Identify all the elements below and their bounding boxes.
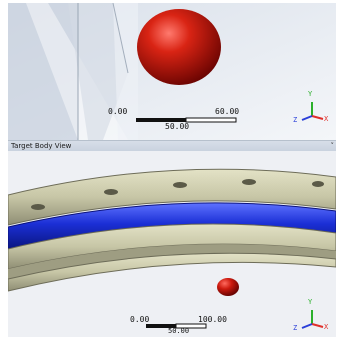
scale-bar-black	[146, 324, 176, 328]
bolt-hole	[31, 204, 45, 210]
triad-x-axis	[311, 323, 324, 328]
bottom-scene	[8, 151, 336, 337]
geometry-face	[68, 3, 128, 140]
triad-x-label: X	[324, 115, 329, 123]
scale-bar	[136, 117, 237, 123]
triad-z-label: Z	[293, 324, 298, 332]
top-graphics-viewport[interactable]: 0.00 60.00 50.00 Y X Z	[8, 3, 336, 140]
geometry-edge	[112, 3, 129, 74]
scale-bar-white	[185, 117, 237, 123]
axis-triad	[301, 102, 324, 121]
scale-right-label: 100.00	[198, 315, 227, 324]
view-menu-icon[interactable]: ˅	[330, 142, 335, 150]
bolt-hole	[104, 189, 118, 195]
ring-shadow	[8, 244, 336, 279]
scale-left-label: 0.00	[130, 315, 150, 324]
scale-bar-white	[175, 323, 207, 329]
red-sphere-small[interactable]	[217, 278, 239, 296]
triad-y-label: Y	[308, 298, 313, 306]
ring-base	[8, 252, 336, 292]
geometry-face	[113, 3, 138, 140]
scale-mid-label: 50.00	[165, 122, 190, 131]
triad-x-axis	[311, 115, 324, 120]
top-scene	[8, 3, 336, 140]
scale-left-label: 0.00	[108, 107, 128, 116]
triad-z-axis	[301, 323, 313, 329]
red-sphere[interactable]	[137, 9, 221, 85]
triad-y-label: Y	[308, 90, 313, 98]
axis-triad	[301, 310, 324, 329]
bottom-graphics-viewport[interactable]: 0.00 100.00 50.00 Y X Z	[8, 151, 336, 337]
bolt-hole	[173, 182, 187, 188]
bolt-hole	[242, 179, 256, 185]
scale-bar	[146, 323, 207, 329]
scale-bar-black	[136, 118, 186, 122]
bolt-holes	[31, 179, 324, 210]
scale-right-label: 60.00	[215, 107, 240, 116]
geometry-face	[8, 3, 78, 140]
view-title: Target Body View	[11, 142, 72, 150]
triad-x-label: X	[324, 323, 329, 331]
scale-mid-label: 50.00	[168, 327, 190, 335]
bolt-hole	[312, 181, 324, 187]
triad-z-axis	[301, 115, 313, 121]
triad-z-label: Z	[293, 116, 298, 124]
